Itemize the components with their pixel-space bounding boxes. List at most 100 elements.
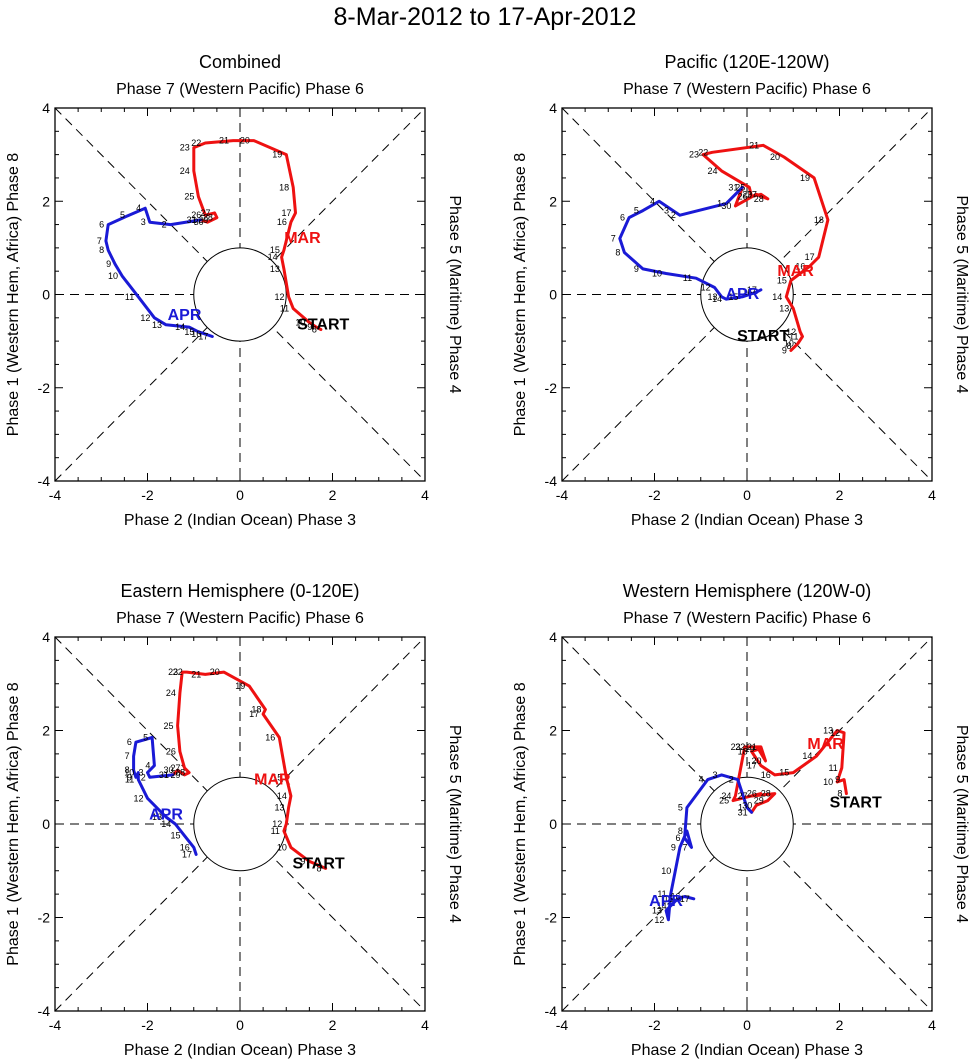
day-label: 22	[191, 138, 201, 148]
day-label: 29	[742, 189, 752, 199]
right-axis-label: Phase 5 (Maritime) Phase 4	[446, 725, 463, 923]
day-label: 11	[828, 763, 837, 773]
unit-circle	[193, 247, 287, 342]
day-label: 10	[295, 317, 305, 327]
right-axis-label: Phase 5 (Maritime) Phase 4	[953, 195, 970, 393]
day-label: 13	[152, 320, 162, 330]
y-tick-label: -2	[545, 380, 558, 396]
x-tick-label: 4	[928, 487, 936, 503]
day-label: 11	[280, 303, 289, 313]
day-label: 17	[198, 331, 208, 341]
day-label: 8	[312, 324, 317, 334]
day-label: 28	[761, 789, 771, 799]
day-label: 12	[830, 728, 840, 738]
apr-trajectory-line	[104, 206, 214, 338]
day-label: 14	[268, 252, 278, 262]
apr-label: APR	[725, 286, 759, 303]
y-tick-label: 4	[42, 629, 50, 645]
day-label: 22	[735, 742, 745, 752]
day-label: 5	[634, 206, 639, 216]
day-label: 25	[719, 796, 729, 806]
day-label: 15	[272, 772, 282, 782]
day-label: 16	[795, 262, 805, 272]
y-tick-label: 4	[42, 100, 50, 116]
day-label: 8	[678, 826, 683, 836]
day-label: 3	[664, 206, 669, 216]
day-label: 10	[124, 768, 134, 778]
day-label: 23	[168, 667, 178, 677]
mar-label: MAR	[254, 771, 291, 788]
x-tick-label: 0	[236, 1017, 244, 1033]
day-label: 13	[275, 803, 285, 813]
day-label: 30	[742, 800, 752, 810]
day-label: 17	[182, 849, 192, 859]
day-label: 24	[721, 791, 731, 801]
day-label: 9	[835, 775, 840, 785]
day-label: 8	[125, 765, 130, 775]
x-axis-label: Phase 2 (Indian Ocean) Phase 3	[631, 1042, 863, 1059]
x-axis-label: Phase 2 (Indian Ocean) Phase 3	[631, 512, 863, 529]
panel-3: Eastern Hemisphere (0-120E) Phase 7 (West…	[5, 581, 463, 1059]
day-label: 9	[127, 772, 132, 782]
y-axis-label: Phase 1 (Western Hem, Africa) Phase 8	[512, 682, 529, 965]
day-label: 8	[317, 863, 322, 873]
day-label: 16	[742, 287, 752, 297]
x-tick-label: 2	[836, 487, 844, 503]
x-tick-label: 0	[236, 487, 244, 503]
day-label: 25	[735, 182, 745, 192]
day-label: 5	[143, 733, 148, 743]
start-label: START	[297, 316, 349, 333]
figure-title: 8-Mar-2012 to 17-Apr-2012	[334, 3, 637, 31]
day-label: 14	[175, 322, 185, 332]
day-label: 8	[787, 341, 792, 351]
day-label: 20	[240, 136, 250, 146]
day-label: 7	[97, 236, 102, 246]
day-label: 11	[271, 826, 280, 836]
day-label: 21	[747, 742, 757, 752]
day-label: 17	[249, 709, 259, 719]
day-label: 26	[747, 789, 757, 799]
day-label: 21	[191, 669, 201, 679]
day-label: 14	[772, 292, 782, 302]
day-label: 13	[652, 905, 662, 915]
panel-title: Combined	[199, 52, 281, 72]
right-axis-label: Phase 5 (Maritime) Phase 4	[446, 195, 463, 393]
top-phase-label: Phase 7 (Western Pacific) Phase 6	[623, 81, 871, 98]
y-tick-label: -4	[545, 1003, 558, 1019]
day-label: 9	[307, 322, 312, 332]
day-label: 4	[136, 203, 141, 213]
day-label: 1	[738, 803, 743, 813]
x-tick-label: -4	[49, 487, 62, 503]
panel-2: Pacific (120E-120W) Phase 7 (Western Paci…	[512, 52, 970, 529]
y-tick-label: -4	[38, 473, 51, 489]
day-label: 10	[108, 271, 118, 281]
day-label: 16	[671, 891, 681, 901]
mar-trajectory-line	[171, 670, 328, 870]
day-label: 24	[180, 166, 190, 176]
start-label: START	[737, 328, 789, 345]
day-label: 18	[251, 704, 261, 714]
day-label: 9	[782, 345, 787, 355]
start-label: START	[830, 795, 882, 812]
day-label: 29	[198, 215, 208, 225]
panel-title: Eastern Hemisphere (0-120E)	[120, 581, 359, 601]
day-label: 26	[191, 210, 201, 220]
x-axis-label: Phase 2 (Indian Ocean) Phase 3	[124, 512, 356, 529]
mar-trajectory-line	[192, 139, 323, 331]
day-label: 4	[650, 196, 655, 206]
top-phase-label: Phase 7 (Western Pacific) Phase 6	[116, 610, 364, 627]
day-label: 25	[184, 192, 194, 202]
day-label: 23	[180, 143, 190, 153]
day-label: 8	[837, 789, 842, 799]
day-label: 25	[164, 721, 174, 731]
day-label: 18	[279, 182, 289, 192]
x-tick-label: -4	[49, 1017, 62, 1033]
day-label: 5	[120, 210, 125, 220]
day-label: 18	[738, 747, 748, 757]
day-label: 1	[717, 199, 722, 209]
day-label: 12	[140, 313, 150, 323]
mar-label: MAR	[284, 230, 321, 247]
y-tick-label: 4	[549, 100, 557, 116]
day-label: 26	[738, 192, 748, 202]
y-tick-label: -2	[38, 380, 51, 396]
